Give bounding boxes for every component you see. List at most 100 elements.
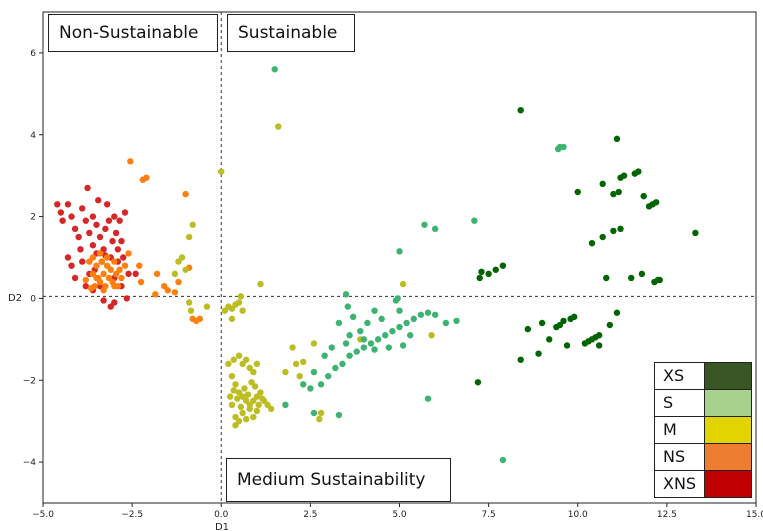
data-point xyxy=(64,201,72,208)
data-point xyxy=(111,258,118,265)
legend-label: XNS xyxy=(655,471,705,497)
data-point xyxy=(228,401,236,408)
data-point xyxy=(218,168,225,175)
data-point xyxy=(267,405,275,413)
data-point xyxy=(344,303,352,310)
data-point xyxy=(335,411,343,419)
data-point xyxy=(410,315,417,323)
data-point xyxy=(317,409,325,417)
data-point xyxy=(517,107,524,114)
data-point xyxy=(339,360,346,368)
data-point xyxy=(574,188,581,196)
data-point xyxy=(237,403,245,411)
data-point xyxy=(75,233,82,241)
data-point xyxy=(485,270,492,278)
data-point xyxy=(317,381,325,388)
data-point xyxy=(232,422,239,429)
data-point xyxy=(389,327,396,335)
data-point xyxy=(349,313,357,321)
data-point xyxy=(346,352,353,359)
data-point xyxy=(613,135,621,143)
data-point xyxy=(328,344,335,351)
data-point xyxy=(610,227,617,235)
data-point xyxy=(114,246,122,253)
data-point xyxy=(364,319,371,327)
data-point xyxy=(599,180,606,188)
data-point xyxy=(187,307,195,314)
data-point xyxy=(538,319,546,327)
data-point xyxy=(617,225,624,233)
data-point xyxy=(239,409,246,417)
data-point xyxy=(517,356,524,363)
data-point xyxy=(79,205,86,212)
region-label-non-sustainable: Non-Sustainable xyxy=(48,14,218,52)
data-point xyxy=(54,201,61,208)
data-point xyxy=(250,368,257,376)
data-point xyxy=(474,379,482,386)
data-point xyxy=(98,258,106,265)
data-point xyxy=(182,190,189,198)
data-point xyxy=(137,278,145,286)
data-point xyxy=(241,385,248,392)
data-point xyxy=(171,289,179,296)
data-point xyxy=(143,174,150,181)
data-point xyxy=(595,342,603,349)
data-point xyxy=(417,311,425,318)
data-point xyxy=(178,254,186,261)
data-point xyxy=(499,456,507,464)
x-tick-label: 12.5 xyxy=(657,510,677,520)
data-point xyxy=(59,217,66,224)
data-point xyxy=(136,262,143,269)
data-point xyxy=(342,340,350,347)
data-point xyxy=(342,291,350,298)
data-point xyxy=(250,413,257,421)
data-point xyxy=(203,303,211,310)
data-point xyxy=(638,270,646,278)
data-point xyxy=(253,407,261,415)
data-point xyxy=(118,274,125,282)
data-point xyxy=(382,332,389,339)
data-point xyxy=(153,270,161,278)
data-point xyxy=(371,307,378,314)
legend-label: S xyxy=(655,390,705,416)
data-point xyxy=(588,239,596,247)
data-point xyxy=(570,313,578,321)
x-axis-label: D1 xyxy=(215,522,229,531)
data-point xyxy=(230,387,237,394)
x-tick-label: 5.0 xyxy=(392,510,407,520)
data-point xyxy=(93,274,100,282)
legend-label: NS xyxy=(655,444,705,470)
data-point xyxy=(492,266,499,273)
data-point xyxy=(68,262,75,269)
data-point xyxy=(396,248,403,255)
legend-swatch xyxy=(705,417,751,443)
data-point xyxy=(321,352,328,359)
data-point xyxy=(360,344,368,351)
data-point xyxy=(102,225,109,233)
data-point xyxy=(595,332,603,339)
data-point xyxy=(289,344,296,351)
data-point xyxy=(399,342,407,349)
data-point xyxy=(255,401,262,408)
data-point xyxy=(360,336,368,343)
data-point xyxy=(271,66,278,73)
data-point xyxy=(296,372,303,380)
data-point xyxy=(335,319,343,327)
data-point xyxy=(226,393,234,400)
data-point xyxy=(79,258,86,265)
data-point xyxy=(424,395,432,402)
data-point xyxy=(132,270,139,278)
data-point xyxy=(346,332,353,339)
data-point xyxy=(239,307,246,314)
data-point xyxy=(628,274,635,282)
data-point xyxy=(251,383,259,390)
data-point xyxy=(230,356,237,363)
data-point xyxy=(428,332,435,339)
data-point xyxy=(257,389,264,396)
data-point xyxy=(57,209,65,216)
data-point xyxy=(554,145,562,153)
data-point xyxy=(403,319,410,327)
data-point xyxy=(68,213,75,220)
data-point xyxy=(109,237,116,245)
data-point xyxy=(235,299,243,306)
